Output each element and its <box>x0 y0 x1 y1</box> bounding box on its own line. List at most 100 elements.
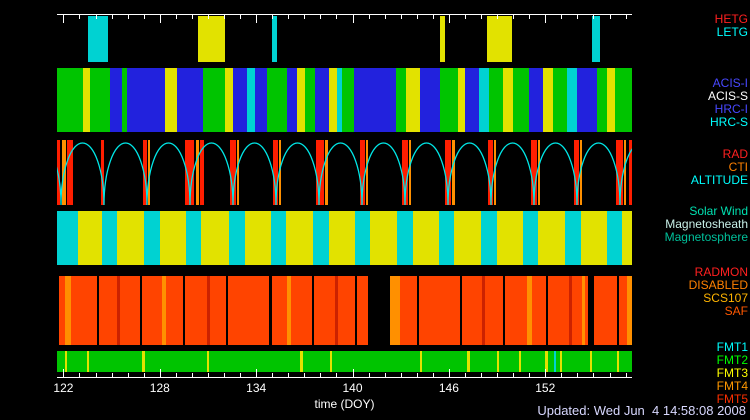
axis-tick <box>609 373 611 377</box>
axis-tick <box>497 15 499 19</box>
axis-tick <box>545 369 547 377</box>
state-segment <box>337 68 342 132</box>
state-segment <box>287 68 297 132</box>
axis-tick <box>625 373 627 377</box>
axis-tick <box>111 373 113 377</box>
axis-tick <box>175 15 177 19</box>
state-segment <box>574 140 579 205</box>
state-segment <box>569 276 572 345</box>
axis-tick <box>95 373 97 377</box>
band-radmon-state <box>57 276 632 345</box>
state-segment <box>330 351 332 372</box>
x-tick-label: 146 <box>438 381 459 395</box>
state-segment <box>247 68 255 132</box>
state-segment <box>627 276 632 345</box>
legend-group-grating: HETG LETG <box>638 13 748 39</box>
legend-hrc-i: HRC-I <box>714 102 748 116</box>
state-segment <box>582 276 585 345</box>
axis-tick <box>336 373 338 377</box>
state-segment <box>529 68 543 132</box>
axis-tick <box>432 15 434 19</box>
state-segment <box>420 351 422 372</box>
axis-tick <box>272 373 274 377</box>
axis-tick <box>545 15 547 23</box>
axis-tick <box>127 15 129 19</box>
axis-tick <box>79 15 81 19</box>
state-segment <box>148 140 150 205</box>
axis-tick <box>79 373 81 377</box>
state-segment <box>467 351 470 372</box>
axis-tick <box>175 373 177 377</box>
state-segment <box>110 68 122 132</box>
legend-fmt1: FMT1 <box>716 340 748 354</box>
legend-group-instruments: ACIS-I ACIS-S HRC-I HRC-S <box>638 77 748 129</box>
legend-solar-wind: Solar Wind <box>689 204 748 218</box>
state-segment <box>439 211 454 265</box>
state-segment <box>560 351 562 372</box>
axis-tick <box>368 373 370 377</box>
state-segment <box>406 68 420 132</box>
axis-tick <box>207 373 209 377</box>
legend-hetg: HETG <box>714 12 748 26</box>
axis-tick <box>577 15 579 19</box>
state-segment <box>117 276 120 345</box>
state-segment <box>271 211 286 265</box>
altitude-curve <box>57 142 632 205</box>
state-segment <box>329 68 337 132</box>
axis-tick <box>95 15 97 19</box>
state-segment <box>237 140 239 205</box>
x-tick-label: 140 <box>342 381 363 395</box>
state-segment <box>207 351 209 372</box>
axis-tick <box>336 15 338 19</box>
state-segment <box>481 211 497 265</box>
state-segment <box>83 68 90 132</box>
state-segment <box>538 140 540 205</box>
state-segment <box>440 16 445 62</box>
state-segment <box>420 68 440 132</box>
state-segment <box>360 140 365 205</box>
axis-tick <box>143 15 145 19</box>
state-segment <box>177 68 203 132</box>
legend-saf: SAF <box>724 304 748 318</box>
state-segment <box>335 276 338 345</box>
axis-tick <box>143 373 145 377</box>
state-segment <box>127 68 165 132</box>
state-segment <box>629 140 632 205</box>
updated-timestamp: Updated: Wed Jun 4 14:58:08 2008 <box>537 403 746 418</box>
axis-tick <box>304 373 306 377</box>
legend-acis-i: ACIS-I <box>712 76 748 90</box>
state-segment <box>503 276 505 345</box>
axis-tick <box>416 373 418 377</box>
legend-acis-s: ACIS-S <box>707 89 748 103</box>
axis-tick <box>352 15 354 23</box>
axis-tick <box>63 15 65 23</box>
state-segment <box>479 68 489 132</box>
axis-tick <box>464 15 466 19</box>
state-segment <box>65 351 67 372</box>
state-segment <box>592 16 600 62</box>
state-segment <box>354 68 396 132</box>
state-segment <box>497 351 499 372</box>
legend-radmon: RADMON <box>694 265 748 279</box>
axis-tick <box>304 15 306 19</box>
axis-tick <box>63 369 65 377</box>
state-segment <box>273 140 278 205</box>
legend-cti: CTI <box>728 160 748 174</box>
legend-rad: RAD <box>722 147 748 161</box>
state-segment <box>140 276 142 345</box>
axis-tick <box>481 373 483 377</box>
timeline-plot-area: 122 128 134 140 146 152 <box>53 0 632 420</box>
state-segment <box>207 276 210 345</box>
state-segment <box>65 276 71 345</box>
axis-tick <box>159 369 161 377</box>
state-segment <box>543 68 553 132</box>
legend-magnetosheath: Magnetosheath <box>665 217 748 231</box>
axis-tick <box>497 373 499 377</box>
axis-tick <box>159 15 161 23</box>
state-segment <box>200 140 204 205</box>
axis-tick <box>561 15 563 19</box>
state-segment <box>269 276 272 345</box>
state-segment <box>390 276 400 345</box>
axis-tick <box>288 15 290 19</box>
state-segment <box>165 68 177 132</box>
